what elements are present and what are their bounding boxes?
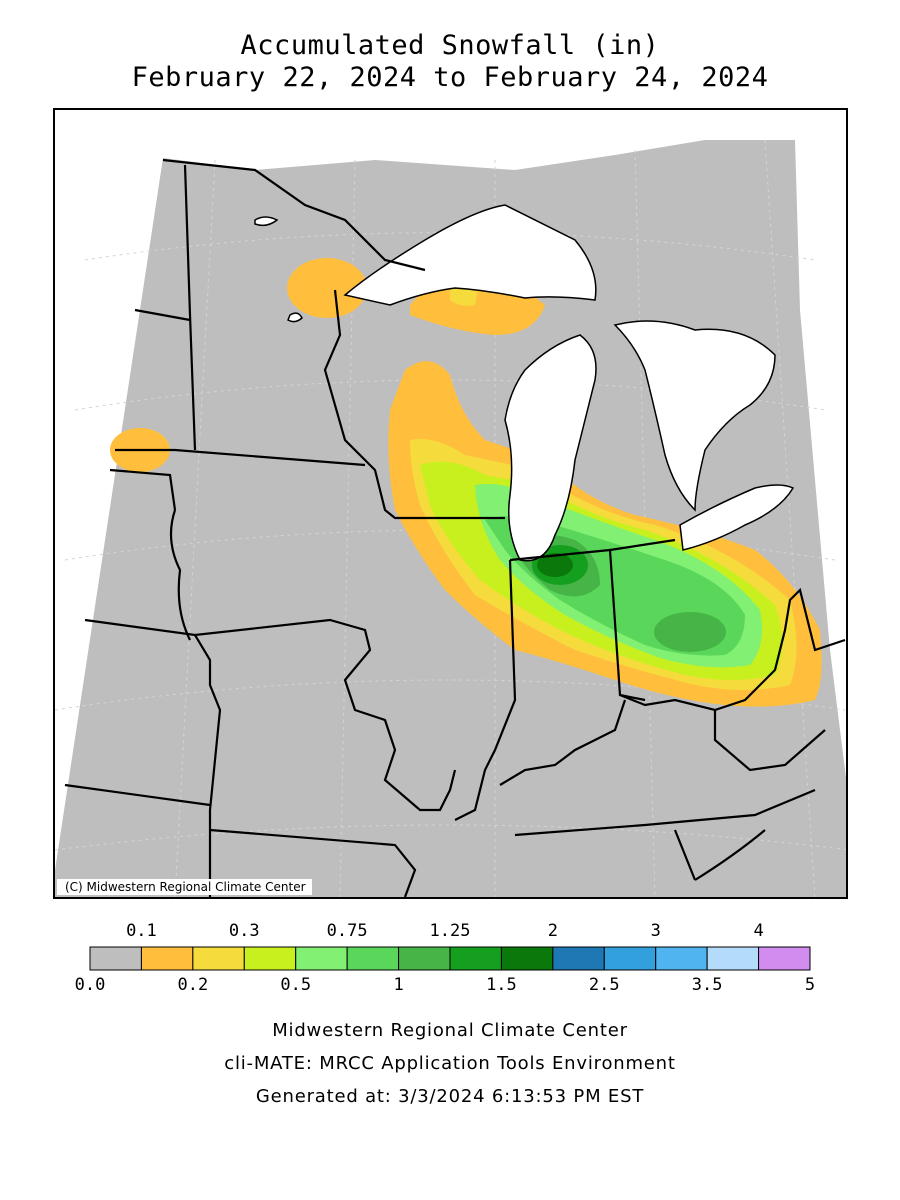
copyright-label: (C) Midwestern Regional Climate Center	[57, 879, 312, 895]
legend-bin-1.25-1.5	[449, 946, 502, 971]
snowfall-map: (C) Midwestern Regional Climate Center	[53, 108, 848, 899]
legend-top-label: 0.75	[326, 921, 368, 941]
lake-huron	[613, 320, 776, 512]
legend-bin-1-1.25	[398, 946, 451, 971]
legend-bin-3.5-4	[706, 946, 760, 971]
footer-tool: cli-MATE: MRCC Application Tools Environ…	[224, 1053, 676, 1074]
legend-top-label: 1.25	[429, 921, 471, 941]
lake-superior-islands	[254, 216, 279, 227]
legend-bottom-label: 1.5	[486, 975, 517, 995]
legend-bin-2.5-3	[603, 946, 657, 971]
legend-bottom-label: 5	[804, 975, 816, 995]
map-date-range: February 22, 2024 to February 24, 2024	[131, 62, 769, 93]
lake-superior	[343, 204, 597, 306]
lake-erie	[679, 484, 795, 551]
state-boundaries	[64, 158, 846, 897]
legend-bottom-label: 0.0	[74, 975, 106, 995]
contour-0.1-ne-minnesota	[287, 258, 367, 318]
lake-michigan	[504, 334, 597, 562]
legend-top-label: 0.1	[126, 921, 157, 941]
legend-bin-0.5-0.75	[295, 946, 348, 971]
legend-bin-0.75-1	[346, 946, 400, 971]
map-title: Accumulated Snowfall (in)	[240, 30, 660, 61]
legend-colorbar	[89, 946, 811, 971]
legend-bin-4-5	[758, 946, 811, 971]
legend-top-label: 2	[547, 921, 558, 941]
color-legend: 0.1 0.3 0.75 1.25 2 3 4 0.0 0.2 0.5 1 1.5 2.5 3.5 5	[0, 915, 900, 1005]
legend-bin-3-3.5	[655, 946, 708, 971]
legend-top-label: 3	[650, 921, 661, 941]
legend-bin-0.2-0.3	[192, 946, 245, 971]
legend-bin-0.1-0.2	[140, 946, 194, 971]
legend-top-label: 4	[753, 921, 764, 941]
legend-top-label: 0.3	[228, 921, 260, 941]
footer-org: Midwestern Regional Climate Center	[272, 1020, 628, 1041]
canada-us-border	[162, 158, 426, 272]
legend-bottom-label: 2.5	[588, 975, 620, 995]
legend-bin-0.0-0.1	[89, 946, 142, 971]
legend-bottom-label: 0.2	[177, 975, 209, 995]
contour-1-east	[654, 612, 726, 652]
legend-bottom-label: 1	[393, 975, 404, 995]
contour-1.5	[537, 553, 573, 577]
legend-bin-1.5-2	[500, 946, 554, 971]
great-lakes	[254, 204, 795, 562]
legend-bin-0.3-0.5	[243, 946, 297, 971]
legend-bin-2-2.5	[552, 946, 605, 971]
legend-bottom-label: 0.5	[280, 975, 312, 995]
map-canvas	[55, 139, 846, 897]
footer-generated: Generated at: 3/3/2024 6:13:53 PM EST	[255, 1086, 645, 1107]
legend-bottom-label: 3.5	[691, 975, 723, 995]
